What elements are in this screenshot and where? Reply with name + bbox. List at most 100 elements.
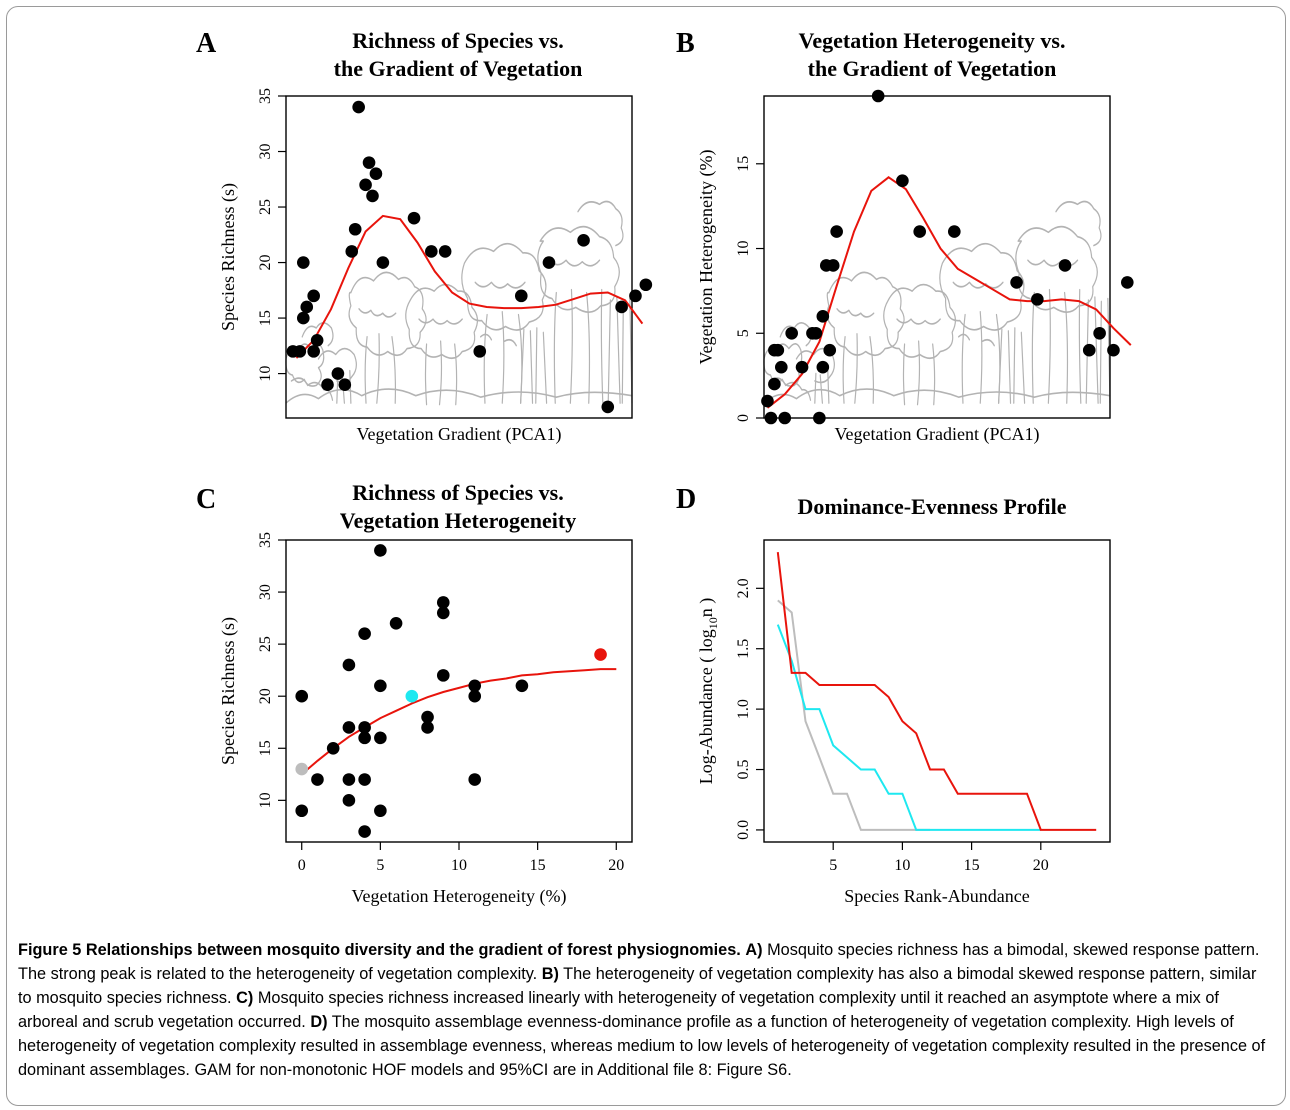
figure-caption: Figure 5 Relationships between mosquito … — [18, 938, 1272, 1082]
panel-title: the Gradient of Vegetation — [808, 56, 1057, 81]
y-tick-label: 30 — [257, 584, 274, 600]
panel-title: Richness of Species vs. — [352, 480, 563, 505]
data-point — [342, 773, 356, 786]
data-point — [896, 174, 909, 188]
fit-curve — [301, 668, 617, 776]
data-point — [436, 596, 450, 609]
caption-a-label: A) — [745, 941, 763, 959]
data-point — [425, 245, 438, 258]
data-point — [816, 360, 830, 374]
caption-b-label: B) — [541, 965, 559, 983]
y-axis-label: Vegetation Heterogeneity (%) — [696, 150, 717, 365]
data-point — [639, 278, 653, 292]
data-point — [771, 343, 785, 357]
data-point — [331, 367, 345, 380]
y-tick-label: 15 — [257, 740, 274, 756]
plot-frame — [763, 95, 1111, 419]
data-point — [352, 100, 365, 114]
series-line — [776, 624, 1041, 831]
y-tick-label: 25 — [257, 636, 274, 652]
y-tick-label: 1.5 — [735, 639, 752, 659]
panel-B: B Vegetation Heterogeneity vs. the Gradien… — [676, 28, 1134, 445]
data-point — [615, 300, 628, 314]
highlighted-point — [295, 762, 309, 776]
y-tick-label: 1.0 — [735, 699, 752, 719]
panel-title: the Gradient of Vegetation — [334, 56, 583, 81]
data-point — [514, 289, 528, 303]
data-point — [366, 189, 379, 203]
x-tick-label: 0 — [298, 857, 306, 874]
y-axis-label: Species Richness (s) — [218, 183, 239, 331]
fit-curve — [295, 214, 644, 359]
data-point — [813, 411, 826, 425]
data-point — [515, 679, 529, 693]
data-point — [436, 606, 450, 620]
data-point — [913, 225, 926, 238]
x-tick-label: 10 — [894, 857, 910, 874]
panel-D: D Dominance-Evenness Profile 0.0 0.5 1.0 1.5 2… — [676, 484, 1111, 906]
data-point — [369, 167, 383, 181]
data-point — [948, 225, 961, 238]
panel-letter: C — [196, 484, 216, 515]
data-point — [376, 256, 390, 269]
x-tick-label: 5 — [829, 857, 837, 874]
highlighted-point — [594, 648, 607, 661]
data-point — [338, 378, 352, 391]
x-axis-label: Vegetation Gradient (PCA1) — [835, 424, 1040, 445]
data-point — [809, 326, 823, 340]
y-tick-label: 5 — [735, 329, 752, 337]
data-point — [358, 721, 371, 734]
panel-title: Dominance-Evenness Profile — [797, 494, 1066, 519]
data-point — [764, 411, 778, 425]
data-point — [1093, 326, 1106, 340]
data-point — [1082, 343, 1096, 357]
x-tick-label: 10 — [451, 857, 467, 874]
data-point — [830, 225, 843, 238]
data-point — [761, 394, 774, 408]
y-tick-label: 0.0 — [735, 820, 752, 840]
figure-frame — [6, 6, 1286, 1106]
data-point — [358, 627, 371, 641]
y-tick-label: 0.5 — [735, 760, 752, 780]
panel-letter: A — [196, 28, 217, 59]
data-point — [307, 345, 320, 358]
data-point — [297, 256, 310, 269]
panel-letter: B — [676, 28, 695, 59]
series-line — [777, 599, 931, 831]
plot-frame — [285, 539, 633, 843]
data-point — [348, 222, 362, 236]
y-tick-label: 20 — [257, 255, 274, 271]
caption-d-label: D) — [310, 1013, 328, 1031]
y-axis-label: Log-Abundance ( log10n ) — [696, 598, 720, 784]
caption-b-text: The heterogeneity of vegetation complexi… — [18, 965, 1257, 1007]
x-tick-label: 5 — [376, 857, 384, 874]
panel-title: Vegetation Heterogeneity vs. — [799, 28, 1066, 53]
data-point — [871, 89, 885, 103]
y-tick-label: 0 — [735, 414, 752, 422]
data-point — [307, 289, 320, 303]
y-tick-label: 10 — [735, 241, 752, 257]
data-point — [374, 731, 387, 745]
x-tick-label: 15 — [530, 857, 546, 874]
data-point — [374, 804, 387, 818]
y-tick-label: 15 — [257, 310, 274, 326]
x-tick-label: 15 — [964, 857, 980, 874]
data-point — [778, 411, 792, 425]
data-point — [297, 311, 310, 325]
data-point — [577, 234, 590, 247]
x-axis-label: Vegetation Heterogeneity (%) — [352, 886, 567, 907]
data-point — [374, 544, 387, 557]
panel-C: C Richness of Species vs. Vegetation Heter… — [196, 480, 633, 907]
data-point — [436, 669, 450, 682]
data-point — [823, 343, 837, 357]
panel-title: Vegetation Heterogeneity — [340, 508, 576, 533]
data-point — [1107, 343, 1120, 357]
plot-frame — [763, 539, 1111, 843]
x-tick-label: 20 — [1033, 857, 1049, 874]
data-point — [473, 345, 487, 358]
data-point — [310, 333, 324, 347]
data-point — [321, 378, 334, 391]
data-point — [421, 721, 434, 734]
data-point — [342, 794, 356, 807]
y-tick-label: 15 — [735, 156, 752, 172]
